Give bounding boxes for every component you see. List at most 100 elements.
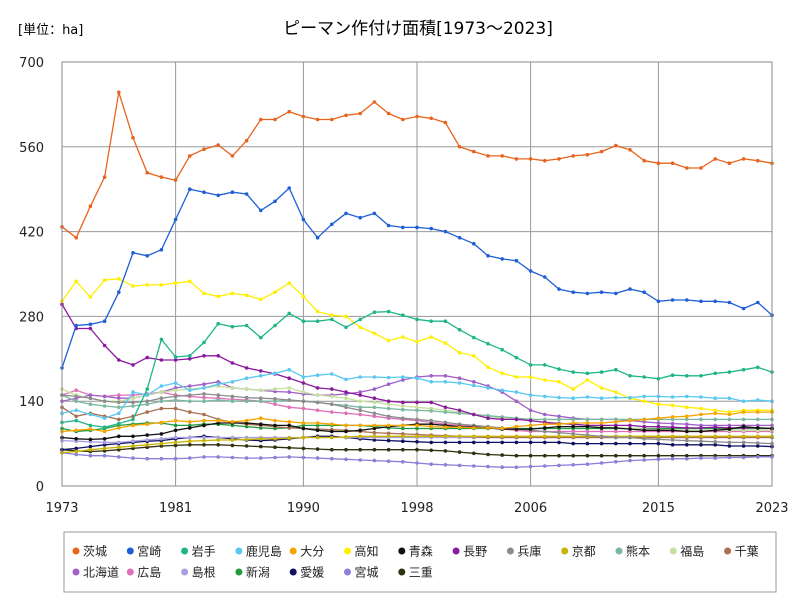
data-point bbox=[500, 257, 505, 261]
data-point bbox=[202, 190, 206, 194]
data-point bbox=[415, 417, 419, 422]
data-point bbox=[330, 222, 334, 227]
data-point bbox=[358, 434, 363, 439]
data-point bbox=[131, 423, 135, 428]
data-point bbox=[88, 393, 93, 397]
data-point bbox=[585, 453, 590, 458]
data-point bbox=[131, 363, 135, 367]
data-point bbox=[386, 414, 391, 419]
data-point bbox=[642, 394, 646, 399]
data-point bbox=[457, 381, 462, 385]
data-point bbox=[514, 417, 519, 422]
data-point bbox=[230, 361, 235, 365]
data-point bbox=[74, 418, 78, 423]
data-point bbox=[358, 393, 363, 397]
data-point bbox=[230, 386, 235, 390]
data-point bbox=[599, 429, 604, 434]
data-point bbox=[315, 400, 320, 405]
data-point bbox=[642, 441, 646, 446]
data-point bbox=[472, 412, 476, 417]
data-point bbox=[372, 447, 377, 452]
data-point bbox=[358, 412, 363, 417]
y-tick-label: 140 bbox=[19, 395, 44, 410]
data-point bbox=[585, 378, 590, 382]
data-point bbox=[543, 440, 547, 445]
data-point bbox=[656, 161, 661, 165]
data-point bbox=[88, 322, 93, 327]
data-point bbox=[315, 408, 320, 413]
data-point bbox=[372, 100, 377, 104]
data-point bbox=[216, 143, 220, 147]
data-point bbox=[259, 335, 263, 340]
data-point bbox=[344, 325, 348, 330]
data-point bbox=[727, 417, 732, 422]
data-point bbox=[372, 331, 377, 336]
data-point bbox=[202, 443, 206, 447]
data-point bbox=[685, 426, 689, 430]
data-point bbox=[557, 453, 561, 458]
data-point bbox=[173, 358, 178, 362]
legend-label: 鹿児島 bbox=[246, 544, 282, 559]
data-point bbox=[102, 394, 107, 399]
data-point bbox=[315, 393, 320, 397]
data-point bbox=[330, 117, 334, 122]
data-point bbox=[372, 411, 377, 416]
data-point bbox=[344, 377, 348, 382]
data-point bbox=[756, 410, 760, 414]
data-point bbox=[259, 456, 263, 460]
data-point bbox=[259, 416, 263, 421]
data-point bbox=[315, 386, 320, 390]
legend-label: 熊本 bbox=[626, 544, 650, 559]
data-point bbox=[514, 427, 519, 431]
data-point bbox=[756, 444, 760, 448]
data-point bbox=[756, 455, 760, 459]
data-point bbox=[117, 405, 121, 410]
data-point bbox=[486, 426, 490, 430]
data-point bbox=[699, 299, 703, 304]
data-point bbox=[173, 440, 178, 445]
legend-label: 岩手 bbox=[192, 544, 216, 559]
data-point bbox=[386, 434, 391, 439]
data-point bbox=[585, 441, 590, 446]
data-point bbox=[571, 432, 575, 436]
data-point bbox=[244, 376, 249, 381]
data-point bbox=[117, 421, 121, 426]
data-point bbox=[102, 278, 107, 282]
data-point bbox=[301, 435, 306, 440]
data-point bbox=[741, 440, 746, 445]
legend-marker bbox=[126, 547, 134, 555]
data-point bbox=[656, 402, 661, 407]
data-point bbox=[216, 435, 220, 440]
data-point bbox=[543, 453, 547, 458]
data-point bbox=[670, 373, 675, 378]
data-point bbox=[457, 327, 462, 332]
x-tick-label: 2006 bbox=[514, 501, 547, 516]
data-point bbox=[614, 143, 618, 148]
data-point bbox=[500, 426, 505, 431]
data-point bbox=[443, 420, 448, 425]
data-point bbox=[102, 416, 107, 421]
data-point bbox=[117, 417, 121, 422]
data-point bbox=[202, 392, 206, 396]
data-point bbox=[500, 440, 505, 445]
data-point bbox=[344, 429, 348, 434]
chart-title: ピーマン作付け面積[1973〜2023] bbox=[283, 19, 553, 39]
data-point bbox=[159, 396, 164, 401]
data-point bbox=[656, 434, 661, 439]
data-point bbox=[188, 279, 192, 284]
legend-item: 福島 bbox=[669, 544, 704, 559]
data-point bbox=[401, 407, 405, 412]
data-point bbox=[74, 452, 78, 457]
data-point bbox=[472, 335, 476, 340]
data-point bbox=[259, 208, 263, 213]
data-point bbox=[301, 399, 306, 404]
data-point bbox=[173, 381, 178, 385]
data-point bbox=[543, 363, 547, 367]
data-point bbox=[685, 417, 689, 422]
data-point bbox=[344, 435, 348, 439]
data-point bbox=[372, 414, 377, 419]
data-point bbox=[670, 434, 675, 439]
legend-item: 長野 bbox=[452, 545, 487, 559]
data-point bbox=[244, 444, 249, 448]
